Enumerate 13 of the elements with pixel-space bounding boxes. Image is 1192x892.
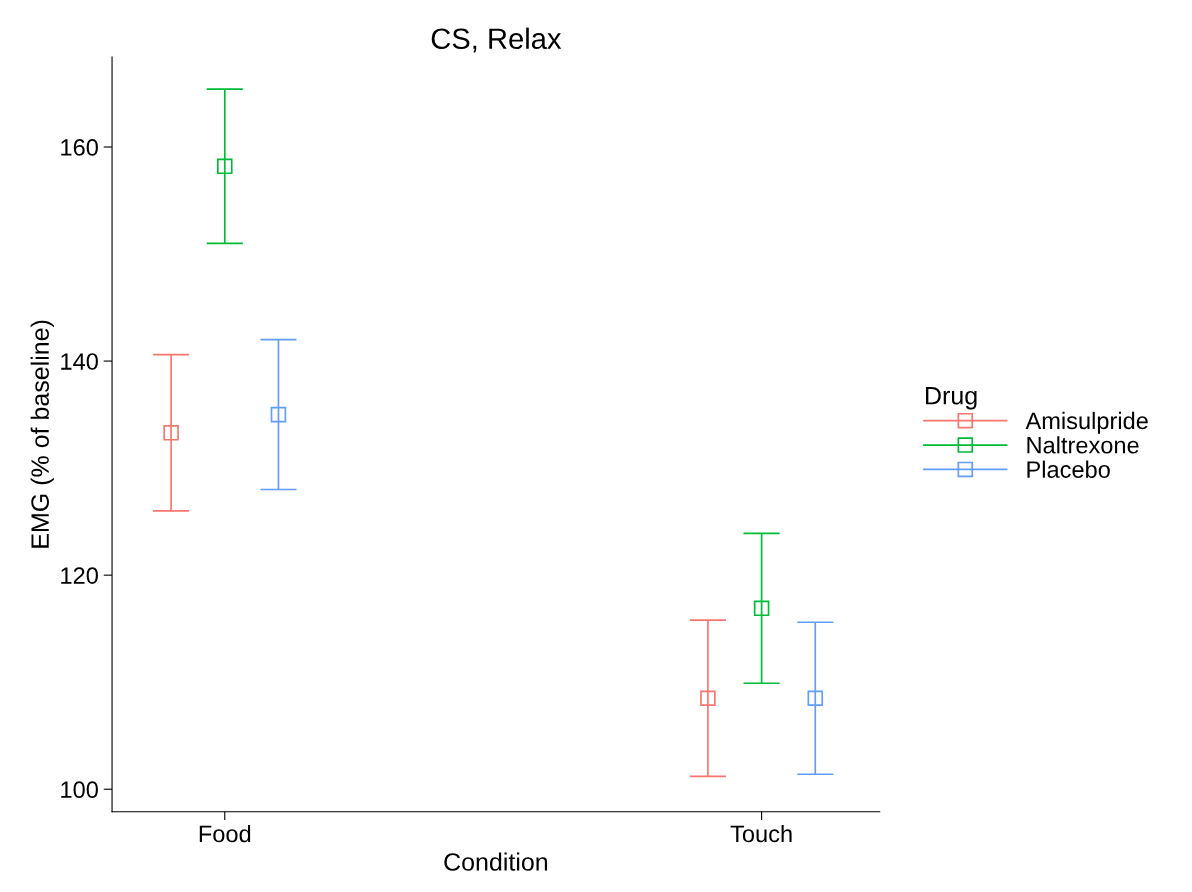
legend-label: Naltrexone <box>1027 436 1139 454</box>
y-tick-label: 100 <box>61 781 98 799</box>
x-tick-label: Touch <box>730 824 792 843</box>
y-tick-label: 140 <box>61 353 98 370</box>
y-axis-title: EMG (% of baseline) <box>30 320 54 548</box>
y-tick-label: 120 <box>61 567 98 584</box>
legend-title: Drug <box>926 387 977 410</box>
legend-label: Placebo <box>1027 460 1110 478</box>
y-tick-label: 160 <box>61 139 98 156</box>
chart-title: CS, Relax <box>431 27 562 53</box>
legend-label: Amisulpride <box>1025 411 1148 434</box>
x-axis-title: Condition <box>444 852 548 871</box>
x-tick-label: Food <box>199 824 251 843</box>
